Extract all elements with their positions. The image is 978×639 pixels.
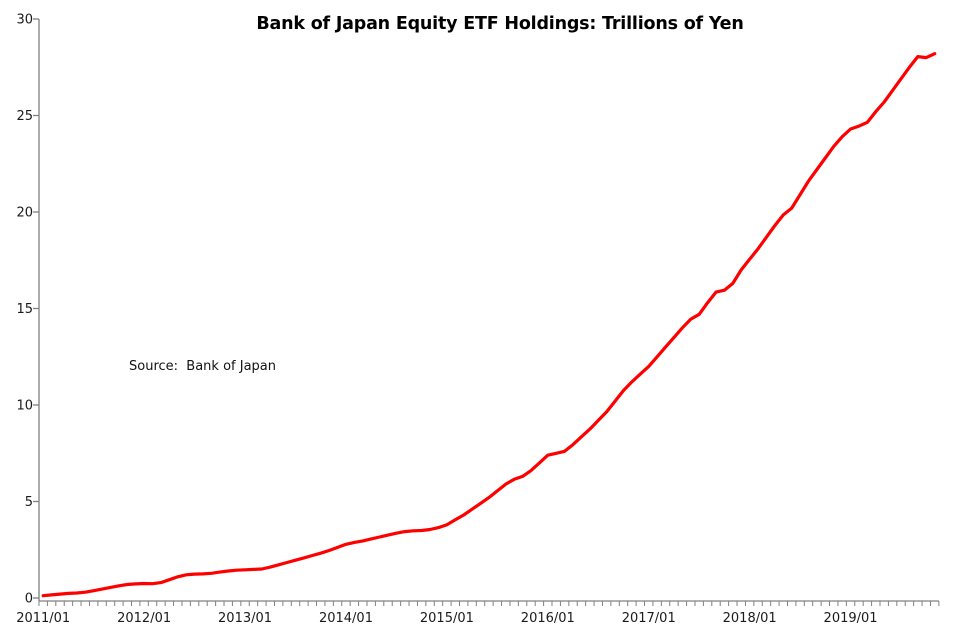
- y-tick-label: 15: [16, 302, 33, 317]
- source-note: Source: Bank of Japan: [129, 359, 276, 374]
- y-tick-label: 0: [25, 592, 33, 607]
- x-tick-label: 2018/01: [723, 611, 777, 626]
- y-tick-label: 20: [16, 206, 33, 221]
- x-tick-label: 2012/01: [117, 611, 171, 626]
- x-tick-label: 2013/01: [218, 611, 272, 626]
- data-line-etf-holdings: [41, 52, 937, 598]
- y-tick-label: 5: [25, 495, 33, 510]
- x-tick-label: 2014/01: [319, 611, 373, 626]
- x-tick-label: 2011/01: [16, 611, 70, 626]
- x-tick-label: 2016/01: [521, 611, 575, 626]
- x-tick-label: 2017/01: [622, 611, 676, 626]
- x-tick-label: 2015/01: [420, 611, 474, 626]
- x-tick-label: 2019/01: [824, 611, 878, 626]
- chart-title: Bank of Japan Equity ETF Holdings: Trill…: [256, 14, 744, 34]
- y-tick-label: 25: [16, 109, 33, 124]
- y-tick-label: 30: [16, 13, 33, 28]
- y-tick-label: 10: [16, 399, 33, 414]
